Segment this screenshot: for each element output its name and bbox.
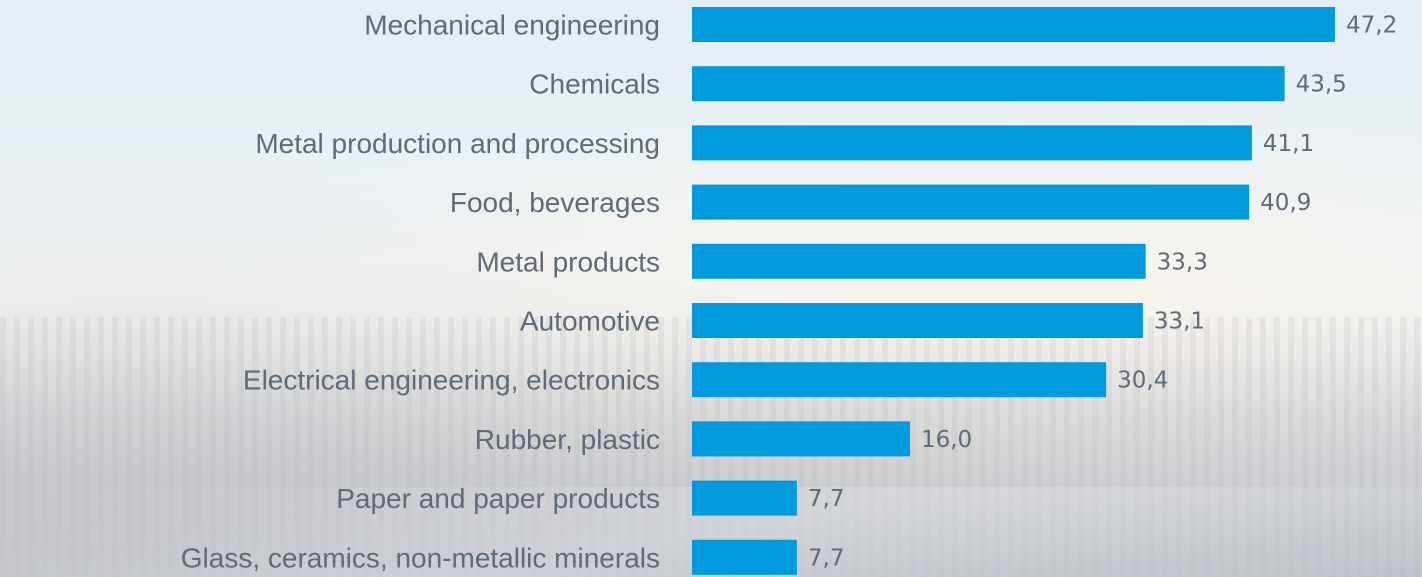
value-label: 33,1 bbox=[1154, 309, 1205, 335]
value-label: 30,4 bbox=[1117, 368, 1168, 394]
bar bbox=[692, 539, 797, 575]
bar bbox=[692, 184, 1250, 220]
value-label: 41,1 bbox=[1263, 131, 1314, 157]
category-label: Metal products bbox=[476, 246, 660, 277]
bar bbox=[692, 362, 1107, 398]
value-label: 43,5 bbox=[1296, 72, 1347, 98]
bar bbox=[692, 66, 1285, 102]
value-label: 7,7 bbox=[808, 545, 845, 571]
bar bbox=[692, 125, 1252, 161]
bar bbox=[692, 480, 797, 516]
category-label: Automotive bbox=[520, 306, 660, 337]
bar bbox=[692, 421, 910, 457]
bar bbox=[692, 243, 1146, 279]
bar bbox=[692, 303, 1143, 338]
category-label: Electrical engineering, electronics bbox=[243, 365, 660, 396]
value-label: 33,3 bbox=[1157, 249, 1208, 275]
value-label: 47,2 bbox=[1346, 13, 1397, 39]
category-label: Food, beverages bbox=[450, 187, 660, 218]
category-label: Paper and paper products bbox=[336, 483, 660, 514]
category-label: Mechanical engineering bbox=[364, 10, 660, 41]
category-label: Glass, ceramics, non-metallic minerals bbox=[181, 542, 660, 573]
category-label: Chemicals bbox=[529, 69, 660, 100]
bar bbox=[692, 7, 1335, 42]
value-label: 40,9 bbox=[1260, 190, 1311, 216]
value-label: 16,0 bbox=[921, 427, 972, 453]
category-label: Rubber, plastic bbox=[475, 424, 660, 455]
category-label: Metal production and processing bbox=[255, 128, 660, 159]
value-label: 7,7 bbox=[808, 486, 845, 512]
